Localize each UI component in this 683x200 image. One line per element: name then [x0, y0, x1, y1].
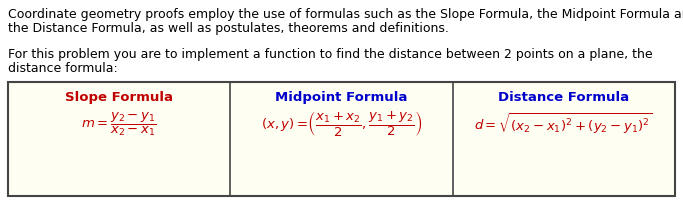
Text: distance formula:: distance formula:: [8, 62, 117, 75]
Text: For this problem you are to implement a function to find the distance between 2 : For this problem you are to implement a …: [8, 48, 653, 61]
Text: Slope Formula: Slope Formula: [65, 91, 173, 104]
Text: Coordinate geometry proofs employ the use of formulas such as the Slope Formula,: Coordinate geometry proofs employ the us…: [8, 8, 683, 21]
Text: the Distance Formula, as well as postulates, theorems and definitions.: the Distance Formula, as well as postula…: [8, 22, 449, 35]
Text: $m = \dfrac{y_2 - y_1}{x_2 - x_1}$: $m = \dfrac{y_2 - y_1}{x_2 - x_1}$: [81, 110, 157, 138]
FancyBboxPatch shape: [8, 82, 675, 196]
Text: $d = \sqrt{(x_2 - x_1)^2 + (y_2 - y_1)^2}$: $d = \sqrt{(x_2 - x_1)^2 + (y_2 - y_1)^2…: [475, 112, 653, 136]
Text: $(x, y) = \!\left(\dfrac{x_1 + x_2}{2}, \dfrac{y_1 + y_2}{2}\right)$: $(x, y) = \!\left(\dfrac{x_1 + x_2}{2}, …: [261, 110, 422, 138]
Text: Midpoint Formula: Midpoint Formula: [275, 91, 408, 104]
Text: Distance Formula: Distance Formula: [499, 91, 630, 104]
